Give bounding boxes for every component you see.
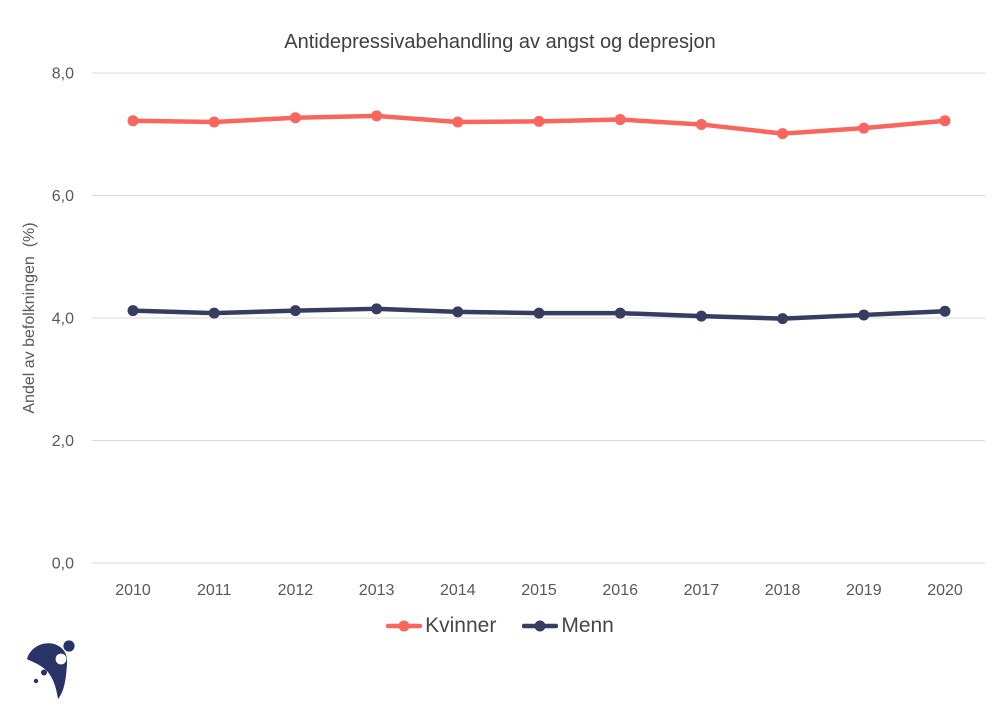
legend: Kvinner Menn	[0, 614, 1000, 638]
x-tick-label-2015: 2015	[521, 582, 557, 599]
data-point-menn-2020	[939, 305, 951, 317]
y-tick-label-1: 2,0	[52, 433, 74, 450]
data-point-kvinner-2016	[614, 114, 626, 126]
data-point-menn-2015	[533, 307, 545, 319]
x-tick-label-2019: 2019	[846, 582, 882, 599]
data-point-kvinner-2011	[208, 116, 220, 128]
x-tick-label-2017: 2017	[684, 582, 720, 599]
x-tick-label-2018: 2018	[765, 582, 801, 599]
data-point-kvinner-2017	[695, 118, 707, 130]
data-point-menn-2019	[858, 309, 870, 321]
x-tick-label-2020: 2020	[927, 582, 963, 599]
y-tick-label-3: 6,0	[52, 188, 74, 205]
legend-marker-kvinner-icon	[386, 620, 423, 632]
data-point-kvinner-2012	[289, 112, 301, 124]
data-point-menn-2014	[452, 306, 464, 318]
data-point-kvinner-2014	[452, 116, 464, 128]
data-point-kvinner-2018	[777, 128, 789, 140]
legend-item-kvinner: Kvinner	[386, 614, 496, 638]
data-point-menn-2013	[371, 303, 383, 315]
legend-marker-menn-icon	[522, 620, 559, 632]
data-point-kvinner-2013	[371, 110, 383, 122]
legend-label: Kvinner	[425, 614, 497, 637]
y-tick-label-0: 0,0	[52, 556, 74, 573]
data-point-menn-2018	[777, 313, 789, 325]
data-point-menn-2011	[208, 307, 220, 319]
y-tick-label-2: 4,0	[52, 311, 74, 328]
data-point-kvinner-2019	[858, 122, 870, 134]
data-point-kvinner-2020	[939, 115, 951, 127]
fhi-logo: FHI	[24, 638, 244, 702]
chart-title: Antidepressivabehandling av angst og dep…	[284, 31, 716, 53]
data-point-kvinner-2010	[127, 115, 139, 127]
x-tick-label-2014: 2014	[440, 582, 476, 599]
legend-label: Menn	[561, 614, 614, 637]
data-point-menn-2016	[614, 307, 626, 319]
legend-item-menn: Menn	[522, 614, 614, 638]
data-point-kvinner-2015	[533, 115, 545, 127]
x-tick-label-2013: 2013	[359, 582, 395, 599]
x-tick-label-2016: 2016	[602, 582, 638, 599]
x-tick-label-2011: 2011	[197, 582, 232, 599]
x-tick-label-2010: 2010	[115, 582, 151, 599]
x-tick-label-2012: 2012	[278, 582, 314, 599]
data-point-menn-2012	[289, 305, 301, 317]
data-point-menn-2017	[695, 310, 707, 322]
y-tick-label-4: 8,0	[52, 66, 74, 83]
fhi-logo-mark-icon	[27, 640, 75, 699]
data-point-menn-2010	[127, 305, 139, 317]
